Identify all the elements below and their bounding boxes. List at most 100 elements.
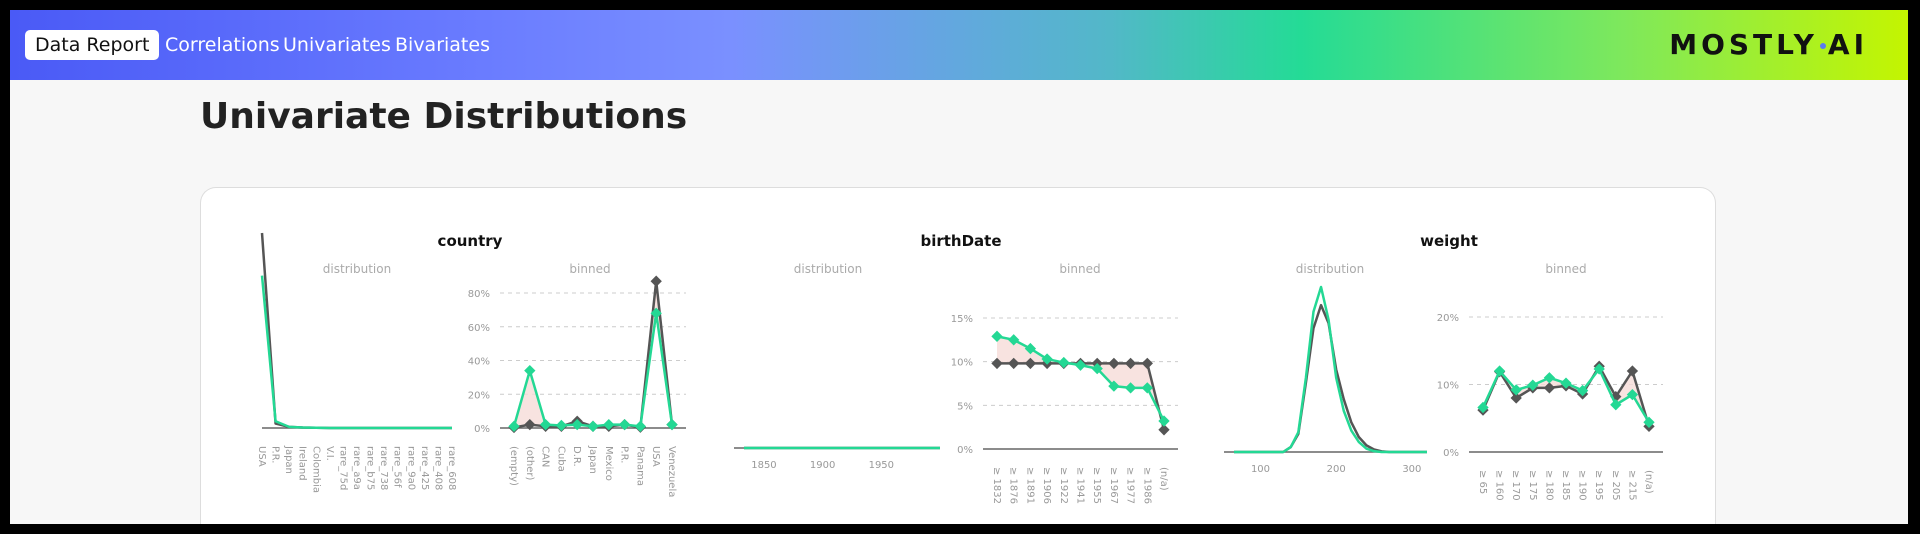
- variable-title-birthDate: birthDate: [920, 232, 1001, 250]
- mostly-ai-logo: MOSTLY AI: [1669, 28, 1868, 61]
- x-tick-label: Cuba: [555, 446, 566, 472]
- x-tick-label: ≥ 1955: [1091, 467, 1102, 504]
- y-tick-label: 10%: [951, 358, 973, 369]
- x-tick-label: rare_425: [419, 446, 430, 490]
- variable-title-weight: weight: [1420, 232, 1478, 250]
- x-tick-label: rare_a9a: [351, 446, 362, 490]
- difference-area: [1483, 366, 1649, 427]
- x-tick-label: rare_75d: [337, 446, 348, 490]
- x-tick-label: ≥ 170: [1510, 470, 1521, 501]
- variable-title-country: country: [438, 232, 503, 250]
- x-tick-label: ≥ 215: [1626, 470, 1637, 501]
- x-tick-label: ≥ 1876: [1008, 467, 1019, 504]
- distribution-label: distribution: [323, 262, 391, 276]
- binned-label: binned: [569, 262, 610, 276]
- synthetic-point: [524, 364, 536, 377]
- x-tick-label: (other): [524, 446, 535, 481]
- x-tick-label: (empty): [508, 446, 519, 486]
- x-tick-label: D.R.: [571, 446, 582, 467]
- data-report-button[interactable]: Data Report: [25, 30, 160, 60]
- nav-univariates[interactable]: Univariates: [283, 34, 391, 56]
- target-point: [1124, 357, 1137, 370]
- nav-correlations[interactable]: Correlations: [165, 34, 280, 56]
- target-point: [1543, 382, 1556, 394]
- y-tick-label: 0%: [1443, 448, 1459, 459]
- y-tick-label: 80%: [468, 289, 490, 300]
- x-tick-label: ≥ 190: [1577, 470, 1588, 501]
- x-tick-label: ≥ 1832: [991, 467, 1002, 504]
- synthetic-point: [1124, 382, 1137, 394]
- synthetic-series-line: [260, 275, 452, 430]
- synthetic-point: [1560, 377, 1572, 389]
- synthetic-point: [1576, 384, 1589, 397]
- synthetic-point: [1543, 372, 1556, 384]
- y-tick-label: 0%: [474, 424, 490, 435]
- y-tick-label: 10%: [1437, 381, 1459, 392]
- x-tick-label: ≥ 1891: [1024, 467, 1035, 504]
- synthetic-point: [508, 420, 520, 432]
- synthetic-point: [603, 418, 615, 431]
- difference-area: [514, 281, 672, 428]
- x-tick-label: P.R.: [270, 446, 281, 463]
- x-tick-label: 1950: [869, 460, 894, 471]
- x-tick-label: ≥ 1986: [1141, 467, 1152, 504]
- x-tick-label: (n/a): [1158, 467, 1169, 491]
- synthetic-point: [650, 307, 662, 319]
- x-tick-label: ≥ 1967: [1108, 467, 1119, 504]
- synthetic-point: [571, 418, 583, 431]
- synthetic-point: [539, 418, 552, 431]
- y-tick-label: 60%: [468, 323, 490, 334]
- synthetic-point: [1493, 365, 1506, 377]
- synthetic-point: [1626, 388, 1639, 401]
- x-tick-label: rare_738: [378, 446, 389, 490]
- x-tick-label: 300: [1402, 464, 1421, 475]
- x-tick-label: ≥ 1941: [1075, 467, 1086, 504]
- target-point: [1024, 357, 1037, 370]
- x-tick-label: Panama: [634, 446, 645, 486]
- synthetic-point: [618, 418, 631, 431]
- x-tick-label: V.I.: [324, 446, 335, 461]
- top-nav-bar: Data Report Correlations Univariates Biv…: [10, 10, 1908, 80]
- y-tick-label: 20%: [468, 390, 490, 401]
- logo-dot-icon: [1819, 43, 1826, 49]
- x-tick-label: rare_9a0: [405, 446, 416, 490]
- synthetic-point: [1141, 382, 1153, 394]
- synthetic-point: [991, 330, 1003, 342]
- x-tick-label: Venezuela: [666, 446, 677, 497]
- target-point: [991, 357, 1003, 370]
- y-tick-label: 15%: [951, 314, 973, 325]
- synthetic-point: [1008, 334, 1020, 346]
- nav-bivariates[interactable]: Bivariates: [395, 34, 490, 56]
- synthetic-point: [634, 420, 647, 432]
- synthetic-point: [1610, 399, 1622, 411]
- synthetic-point: [587, 420, 599, 432]
- x-tick-label: Japan: [283, 445, 294, 474]
- synthetic-point: [1091, 362, 1103, 375]
- x-tick-label: ≥ 195: [1593, 470, 1604, 501]
- synthetic-point: [1108, 380, 1120, 392]
- synthetic-point: [1058, 356, 1070, 369]
- x-tick-label: Colombia: [310, 446, 321, 493]
- x-tick-label: 1850: [751, 460, 776, 471]
- synthetic-point: [1510, 384, 1522, 396]
- x-tick-label: (n/a): [1643, 470, 1654, 494]
- y-tick-label: 20%: [1437, 313, 1459, 324]
- x-tick-label: ≥ 160: [1494, 470, 1505, 501]
- synthetic-point: [1477, 401, 1489, 414]
- target-point: [1141, 357, 1153, 370]
- target-point: [650, 275, 662, 287]
- x-tick-label: CAN: [540, 446, 551, 467]
- synthetic-series-line: [1234, 285, 1427, 454]
- difference-area: [997, 336, 1164, 430]
- synthetic-point: [1074, 359, 1087, 371]
- synthetic-point: [1024, 342, 1037, 355]
- x-tick-label: rare_408: [432, 446, 443, 490]
- x-tick-label: ≥ 1977: [1125, 467, 1136, 504]
- x-tick-label: ≥ 175: [1527, 470, 1538, 501]
- x-tick-label: USA: [650, 446, 661, 467]
- synthetic-point: [666, 418, 678, 431]
- x-tick-label: Japan: [587, 445, 598, 474]
- page-title: Univariate Distributions: [200, 96, 688, 137]
- x-tick-label: rare_56f: [392, 446, 403, 488]
